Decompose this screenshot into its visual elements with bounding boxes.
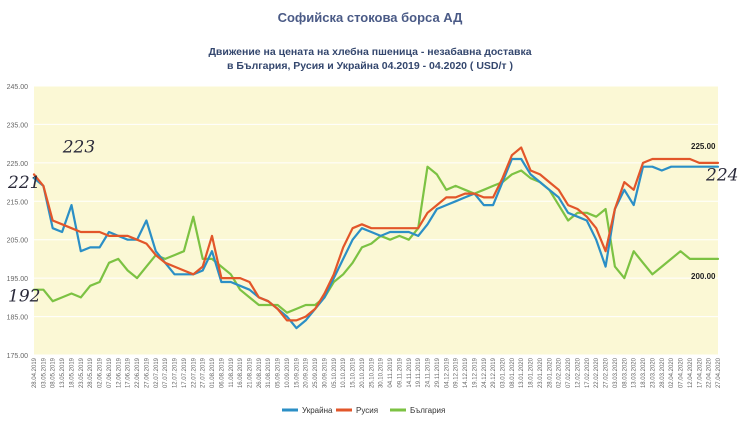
x-tick-label: 07.04.2020 bbox=[679, 357, 685, 388]
x-tick-label: 02.04.2020 bbox=[669, 357, 675, 388]
x-tick-label: 28.05.2019 bbox=[88, 357, 94, 388]
handwritten-note: 192 bbox=[8, 287, 40, 307]
x-tick-label: 22.02.2020 bbox=[594, 357, 600, 388]
x-tick-label: 28.04.2019 bbox=[32, 357, 38, 388]
x-tick-label: 18.03.2020 bbox=[641, 357, 647, 388]
x-tick-label: 15.09.2019 bbox=[294, 357, 300, 388]
x-tick-label: 10.09.2019 bbox=[285, 357, 291, 388]
x-tick-label: 13.05.2019 bbox=[60, 357, 66, 388]
legend-label: България bbox=[410, 406, 445, 415]
x-tick-label: 28.01.2020 bbox=[547, 357, 553, 388]
x-tick-label: 26.08.2019 bbox=[257, 357, 263, 388]
x-tick-label: 23.03.2020 bbox=[650, 357, 656, 388]
x-tick-label: 27.06.2019 bbox=[144, 357, 150, 388]
handwritten-note: 224 bbox=[705, 166, 738, 186]
y-tick-label: 205.00 bbox=[7, 238, 29, 245]
x-tick-label: 14.11.2019 bbox=[407, 357, 413, 387]
x-tick-label: 03.03.2020 bbox=[613, 357, 619, 388]
x-tick-label: 28.03.2020 bbox=[660, 357, 666, 388]
x-tick-label: 25.10.2019 bbox=[369, 357, 375, 388]
x-tick-label: 31.08.2019 bbox=[266, 357, 272, 388]
x-tick-label: 27.07.2019 bbox=[201, 357, 207, 388]
x-tick-label: 08.03.2020 bbox=[622, 357, 628, 388]
x-tick-label: 15.10.2019 bbox=[351, 357, 357, 388]
x-tick-label: 22.04.2020 bbox=[707, 357, 713, 388]
x-tick-label: 29.12.2019 bbox=[491, 357, 497, 388]
x-tick-label: 14.12.2019 bbox=[463, 357, 469, 388]
x-tick-label: 10.10.2019 bbox=[341, 357, 347, 388]
x-tick-label: 07.02.2020 bbox=[566, 357, 572, 388]
x-tick-label: 27.02.2020 bbox=[604, 357, 610, 388]
plot-area bbox=[34, 86, 718, 355]
chart-title-line-2: в България, Русия и Украйна 04.2019 - 04… bbox=[227, 60, 513, 72]
series-line-ukraine bbox=[32, 157, 720, 330]
x-tick-label: 12.07.2019 bbox=[173, 357, 179, 388]
y-tick-label: 245.00 bbox=[7, 84, 29, 91]
x-tick-label: 25.09.2019 bbox=[313, 357, 319, 388]
x-tick-label: 07.06.2019 bbox=[107, 357, 113, 388]
x-tick-label: 06.08.2019 bbox=[219, 357, 225, 388]
x-tick-label: 09.12.2019 bbox=[454, 357, 460, 388]
x-tick-label: 17.07.2019 bbox=[182, 357, 188, 388]
x-tick-label: 21.08.2019 bbox=[248, 357, 254, 388]
y-tick-label: 175.00 bbox=[7, 353, 29, 360]
x-tick-label: 02.07.2019 bbox=[154, 357, 160, 388]
x-tick-label: 23.05.2019 bbox=[79, 357, 85, 388]
x-tick-label: 20.10.2019 bbox=[360, 357, 366, 388]
x-tick-label: 17.02.2020 bbox=[585, 357, 591, 388]
x-tick-label: 08.05.2019 bbox=[51, 357, 57, 388]
y-tick-label: 225.00 bbox=[7, 161, 29, 168]
x-tick-label: 23.01.2020 bbox=[538, 357, 544, 388]
x-tick-label: 05.10.2019 bbox=[332, 357, 338, 388]
x-tick-label: 12.02.2020 bbox=[575, 357, 581, 388]
chart-title-line-1: Движение на цената на хлебна пшеница - н… bbox=[208, 46, 532, 58]
x-tick-label: 29.11.2019 bbox=[435, 357, 441, 387]
x-tick-label: 17.04.2020 bbox=[697, 357, 703, 388]
x-tick-label: 12.06.2019 bbox=[116, 357, 122, 388]
x-tick-label: 18.01.2020 bbox=[529, 357, 535, 388]
data-label: 200.00 bbox=[691, 272, 716, 281]
x-tick-label: 02.02.2020 bbox=[557, 357, 563, 388]
y-tick-label: 185.00 bbox=[7, 315, 29, 322]
legend-label: Украйна bbox=[302, 406, 333, 415]
x-tick-label: 01.08.2019 bbox=[210, 357, 216, 388]
x-tick-label: 17.06.2019 bbox=[126, 357, 132, 388]
x-tick-label: 05.09.2019 bbox=[276, 357, 282, 388]
x-tick-label: 02.06.2019 bbox=[98, 357, 104, 388]
x-tick-label: 03.01.2020 bbox=[500, 357, 506, 388]
x-tick-label: 30.10.2019 bbox=[379, 357, 385, 388]
x-tick-label: 30.09.2019 bbox=[322, 357, 328, 388]
x-tick-label: 16.08.2019 bbox=[238, 357, 244, 388]
x-tick-label: 22.07.2019 bbox=[191, 357, 197, 388]
x-tick-label: 19.11.2019 bbox=[416, 357, 422, 387]
data-label: 225.00 bbox=[691, 142, 716, 151]
x-tick-label: 12.04.2020 bbox=[688, 357, 694, 388]
x-tick-label: 24.11.2019 bbox=[426, 357, 432, 387]
x-tick-label: 22.06.2019 bbox=[135, 357, 141, 388]
x-tick-label: 24.12.2019 bbox=[482, 357, 488, 388]
x-tick-label: 08.01.2020 bbox=[510, 357, 516, 388]
x-tick-label: 13.01.2020 bbox=[519, 357, 525, 388]
x-tick-label: 13.03.2020 bbox=[632, 357, 638, 388]
x-tick-label: 03.05.2019 bbox=[41, 357, 47, 388]
x-tick-label: 11.08.2019 bbox=[229, 357, 235, 387]
series-line-russia bbox=[32, 146, 720, 322]
x-tick-label: 09.11.2019 bbox=[397, 357, 403, 387]
page-title: Софийска стокова борса АД bbox=[277, 10, 463, 25]
x-tick-label: 04.12.2019 bbox=[444, 357, 450, 388]
y-tick-label: 215.00 bbox=[7, 199, 29, 206]
x-tick-label: 04.11.2019 bbox=[388, 357, 394, 387]
x-tick-label: 07.07.2019 bbox=[163, 357, 169, 388]
handwritten-note: 221 bbox=[7, 173, 40, 193]
y-tick-label: 195.00 bbox=[7, 276, 29, 283]
x-tick-label: 27.04.2020 bbox=[716, 357, 722, 388]
series-line-bulgaria bbox=[32, 165, 720, 314]
x-tick-label: 19.12.2019 bbox=[472, 357, 478, 388]
y-tick-label: 235.00 bbox=[7, 122, 29, 129]
legend-label: Русия bbox=[356, 406, 378, 415]
x-tick-label: 18.05.2019 bbox=[69, 357, 75, 388]
handwritten-note: 223 bbox=[62, 138, 95, 158]
x-tick-label: 20.09.2019 bbox=[304, 357, 310, 388]
